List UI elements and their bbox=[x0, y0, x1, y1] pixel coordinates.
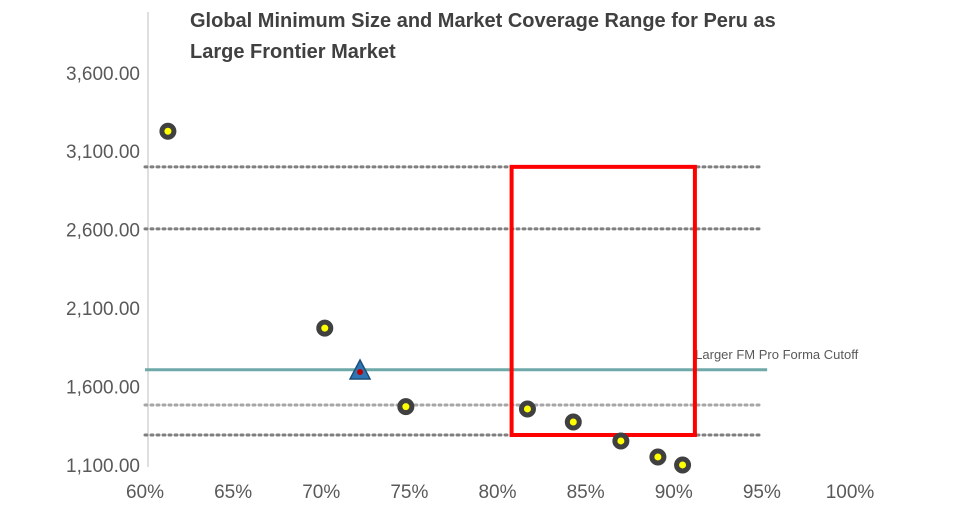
cutoff-label: Larger FM Pro Forma Cutoff bbox=[695, 347, 858, 362]
y-tick-label: 3,100.00 bbox=[66, 142, 140, 163]
data-point bbox=[674, 456, 692, 474]
x-tick-label: 85% bbox=[567, 482, 605, 503]
y-tick-label: 3,600.00 bbox=[66, 64, 140, 85]
highlight-box bbox=[509, 164, 697, 437]
data-point bbox=[649, 448, 667, 466]
x-tick-label: 65% bbox=[214, 482, 252, 503]
chart-title: Global Minimum Size and Market Coverage … bbox=[190, 10, 776, 63]
x-tick-label: 75% bbox=[390, 482, 428, 503]
data-point bbox=[564, 413, 582, 431]
x-tick-label: 80% bbox=[478, 482, 516, 503]
data-point bbox=[159, 122, 177, 140]
data-point bbox=[397, 398, 415, 416]
y-tick-label: 2,600.00 bbox=[66, 221, 140, 242]
x-tick-label: 60% bbox=[126, 482, 164, 503]
y-tick-label: 1,100.00 bbox=[66, 456, 140, 477]
y-tick-label: 2,100.00 bbox=[66, 299, 140, 320]
x-tick-label: 90% bbox=[655, 482, 693, 503]
x-tick-label: 70% bbox=[302, 482, 340, 503]
y-tick-label: 1,600.00 bbox=[66, 378, 140, 399]
data-point bbox=[316, 319, 334, 337]
data-point bbox=[518, 400, 536, 418]
x-tick-label: 95% bbox=[743, 482, 781, 503]
data-point bbox=[612, 432, 630, 450]
highlight-point-center bbox=[357, 368, 364, 375]
x-tick-label: 100% bbox=[826, 482, 875, 503]
